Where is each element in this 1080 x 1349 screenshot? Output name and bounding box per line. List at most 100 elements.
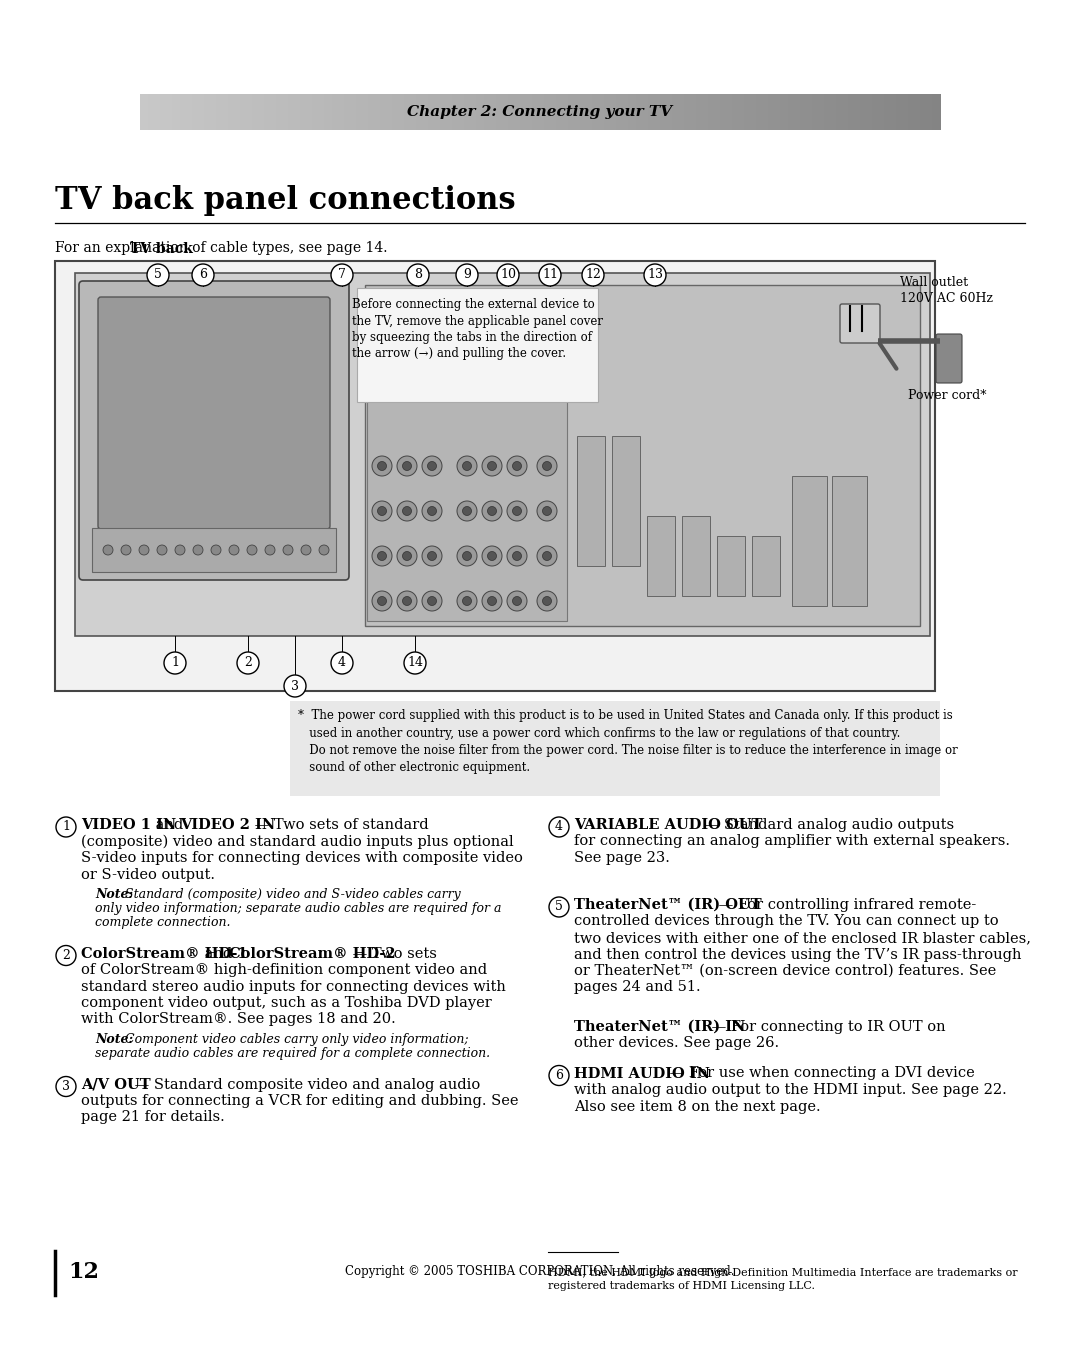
Bar bbox=[208, 94, 213, 130]
Bar bbox=[248, 94, 253, 130]
Bar bbox=[408, 94, 413, 130]
Bar bbox=[508, 94, 513, 130]
Bar bbox=[788, 94, 793, 130]
Circle shape bbox=[56, 1077, 76, 1097]
Text: Before connecting the external device to
the TV, remove the applicable panel cov: Before connecting the external device to… bbox=[352, 298, 603, 360]
Bar bbox=[777, 94, 781, 130]
Bar bbox=[928, 94, 933, 130]
Bar bbox=[468, 94, 473, 130]
Bar bbox=[756, 94, 760, 130]
Bar bbox=[732, 94, 737, 130]
Text: VARIABLE AUDIO OUT: VARIABLE AUDIO OUT bbox=[573, 817, 762, 832]
Bar bbox=[880, 94, 885, 130]
Circle shape bbox=[507, 500, 527, 521]
Bar bbox=[624, 94, 629, 130]
Text: — For connecting to IR OUT on: — For connecting to IR OUT on bbox=[707, 1020, 946, 1033]
Circle shape bbox=[487, 596, 497, 606]
Bar bbox=[576, 94, 581, 130]
Bar bbox=[548, 94, 553, 130]
Bar bbox=[916, 94, 920, 130]
Bar bbox=[432, 94, 436, 130]
Bar bbox=[836, 94, 840, 130]
Text: only video information; separate audio cables are required for a: only video information; separate audio c… bbox=[95, 902, 501, 915]
Bar bbox=[308, 94, 312, 130]
Circle shape bbox=[487, 552, 497, 560]
Text: 4: 4 bbox=[555, 820, 563, 834]
Text: 2: 2 bbox=[244, 657, 252, 669]
Circle shape bbox=[229, 545, 239, 554]
Bar bbox=[620, 94, 624, 130]
Bar bbox=[580, 94, 584, 130]
Bar bbox=[352, 94, 356, 130]
Circle shape bbox=[175, 545, 185, 554]
FancyBboxPatch shape bbox=[79, 281, 349, 580]
Text: 2: 2 bbox=[62, 948, 70, 962]
Bar bbox=[532, 94, 537, 130]
Bar bbox=[436, 94, 441, 130]
Bar bbox=[564, 94, 568, 130]
Circle shape bbox=[482, 456, 502, 476]
Text: TheaterNet™ (IR) IN: TheaterNet™ (IR) IN bbox=[573, 1020, 745, 1033]
FancyBboxPatch shape bbox=[92, 527, 336, 572]
Bar bbox=[720, 94, 725, 130]
Bar bbox=[717, 536, 745, 596]
Text: 3: 3 bbox=[62, 1081, 70, 1093]
Bar bbox=[312, 94, 316, 130]
Bar bbox=[332, 94, 337, 130]
Text: 12: 12 bbox=[585, 268, 600, 282]
Text: Wall outlet
120V AC 60Hz: Wall outlet 120V AC 60Hz bbox=[900, 277, 993, 305]
Text: Note:: Note: bbox=[95, 1033, 133, 1045]
Bar bbox=[680, 94, 685, 130]
FancyBboxPatch shape bbox=[357, 287, 598, 402]
Bar bbox=[272, 94, 276, 130]
Circle shape bbox=[378, 461, 387, 471]
Bar bbox=[676, 94, 680, 130]
Text: 7: 7 bbox=[338, 268, 346, 282]
Circle shape bbox=[644, 264, 666, 286]
Bar bbox=[356, 94, 361, 130]
Bar bbox=[384, 94, 389, 130]
Bar bbox=[292, 94, 297, 130]
Circle shape bbox=[482, 500, 502, 521]
Text: of ColorStream® high-definition component video and: of ColorStream® high-definition componen… bbox=[81, 963, 487, 977]
Bar bbox=[336, 94, 340, 130]
Bar bbox=[428, 94, 433, 130]
Bar bbox=[303, 94, 309, 130]
Circle shape bbox=[330, 652, 353, 674]
Circle shape bbox=[403, 552, 411, 560]
Bar bbox=[544, 94, 549, 130]
Bar bbox=[372, 94, 377, 130]
Bar bbox=[448, 94, 453, 130]
Circle shape bbox=[513, 461, 522, 471]
Bar bbox=[492, 94, 497, 130]
Circle shape bbox=[549, 817, 569, 836]
Text: and: and bbox=[151, 817, 188, 832]
Bar bbox=[360, 94, 365, 130]
Bar bbox=[588, 94, 593, 130]
Circle shape bbox=[542, 506, 552, 515]
Bar bbox=[728, 94, 732, 130]
Circle shape bbox=[397, 591, 417, 611]
Bar bbox=[152, 94, 157, 130]
Bar bbox=[528, 94, 532, 130]
Bar bbox=[291, 701, 940, 796]
Bar bbox=[612, 94, 617, 130]
Bar bbox=[832, 94, 837, 130]
Bar bbox=[264, 94, 269, 130]
Circle shape bbox=[121, 545, 131, 554]
Text: TV back panel connections: TV back panel connections bbox=[55, 185, 515, 216]
Bar bbox=[832, 476, 867, 606]
Bar bbox=[608, 94, 612, 130]
Text: TheaterNet™ (IR) OUT: TheaterNet™ (IR) OUT bbox=[573, 898, 761, 912]
Bar bbox=[888, 94, 892, 130]
Bar bbox=[648, 94, 652, 130]
Circle shape bbox=[164, 652, 186, 674]
Circle shape bbox=[462, 461, 472, 471]
Bar bbox=[812, 94, 816, 130]
Bar bbox=[660, 94, 664, 130]
Circle shape bbox=[482, 546, 502, 567]
Text: See page 23.: See page 23. bbox=[573, 851, 670, 865]
Bar bbox=[55, 260, 935, 691]
Bar bbox=[172, 94, 177, 130]
Bar bbox=[284, 94, 288, 130]
